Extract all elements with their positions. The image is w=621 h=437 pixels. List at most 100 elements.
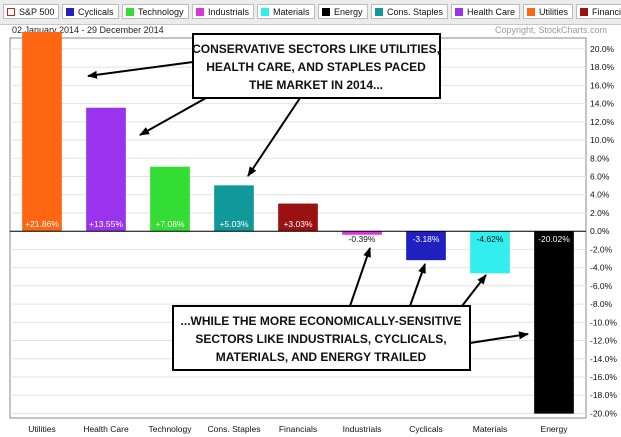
arrow-industrials — [349, 247, 371, 307]
y-tick-label: 4.0% — [590, 190, 610, 200]
legend-swatch — [7, 8, 15, 16]
top-callout-box — [192, 33, 441, 99]
arrow-utilities — [87, 61, 194, 79]
y-tick-label: -10.0% — [590, 317, 617, 327]
legend-item-sandp-500[interactable]: S&P 500 — [3, 4, 60, 19]
copyright-notice: Copyright, StockCharts.com — [494, 25, 607, 35]
x-tick-label-materials: Materials — [473, 424, 507, 434]
bottom-callout-line-1: ...WHILE THE MORE ECONOMICALLY-SENSITIVE — [181, 314, 462, 328]
top-callout-line-3: THE MARKET IN 2014... — [249, 78, 383, 92]
arrow-materials — [461, 274, 487, 307]
legend-item-cons-staples[interactable]: Cons. Staples — [371, 4, 449, 19]
y-axis-ticks: 20.0% 18.0% 16.0% 14.0% 12.0% 10.0% 8.0% 6.0% 4.… — [590, 44, 617, 419]
arrow-health-care — [139, 97, 207, 136]
arrow-energy — [469, 331, 529, 344]
bar-technology — [150, 166, 190, 232]
legend-item-utilities[interactable]: Utilities — [523, 4, 574, 19]
legend-item-financials[interactable]: Financials — [576, 4, 621, 19]
x-tick-label-health-care: Health Care — [83, 424, 129, 434]
bottom-callout-line-2: SECTORS LIKE INDUSTRIALS, CYCLICALS, — [195, 332, 446, 346]
legend-item-technology[interactable]: Technology — [122, 4, 189, 19]
value-label-energy: -20.02% — [538, 234, 570, 244]
legend-item-cyclicals[interactable]: Cyclicals — [62, 4, 119, 19]
bar-financials — [278, 203, 318, 232]
y-tick-label: -4.0% — [590, 263, 613, 273]
x-tick-label-energy: Energy — [541, 424, 569, 434]
top-callout-line-1: CONSERVATIVE SECTORS LIKE UTILITIES, — [192, 42, 440, 56]
arrow-cyclicals — [409, 263, 426, 307]
y-tick-label: 12.0% — [590, 117, 615, 127]
date-range: 02 January 2014 - 29 December 2014 — [12, 25, 164, 35]
x-tick-label-utilities: Utilities — [28, 424, 55, 434]
annotations: CONSERVATIVE SECTORS LIKE UTILITIES, HEA… — [87, 33, 529, 371]
bottom-callout-box — [172, 305, 471, 371]
legend-item-energy[interactable]: Energy — [318, 4, 368, 19]
value-label-utilities: +21.86% — [25, 219, 59, 229]
value-label-health-care: +13.55% — [89, 219, 123, 229]
legend-label: Technology — [138, 7, 184, 17]
legend-swatch — [580, 8, 588, 16]
legend-swatch — [261, 8, 269, 16]
x-tick-label-financials: Financials — [279, 424, 317, 434]
bar-materials — [470, 231, 510, 274]
y-tick-label: -14.0% — [590, 354, 617, 364]
legend-label: Materials — [273, 7, 310, 17]
legend-swatch — [322, 8, 330, 16]
legend-label: Industrials — [208, 7, 250, 17]
bars: +21.86% +13.55% +7.08% +5.03% +3.03% -0.39% -3… — [22, 31, 574, 414]
bottom-callout-line-3: MATERIALS, AND ENERGY TRAILED — [216, 350, 427, 364]
arrow-cons-staples — [247, 97, 301, 177]
y-tick-label: 16.0% — [590, 80, 615, 90]
legend-label: Health Care — [467, 7, 516, 17]
bar-industrials — [342, 231, 382, 235]
value-label-industrials: -0.39% — [349, 234, 376, 244]
y-tick-label: -16.0% — [590, 372, 617, 382]
value-label-cons-staples: +5.03% — [219, 219, 249, 229]
y-tick-label: 20.0% — [590, 44, 615, 54]
top-callout-line-2: HEALTH CARE, AND STAPLES PACED — [206, 60, 426, 74]
y-tick-label: -12.0% — [590, 336, 617, 346]
legend-label: Cyclicals — [78, 7, 114, 17]
legend-label: Energy — [334, 7, 363, 17]
y-tick-label: -20.0% — [590, 408, 617, 418]
x-axis-ticks: Utilities Health Care Technology Cons. Stap… — [28, 424, 568, 434]
legend-label: Financials — [592, 7, 621, 17]
legend-swatch — [196, 8, 204, 16]
legend-swatch — [66, 8, 74, 16]
y-tick-label: 2.0% — [590, 208, 610, 218]
legend-swatch — [126, 8, 134, 16]
value-label-materials: -4.62% — [477, 234, 504, 244]
legend-label: Cons. Staples — [387, 7, 444, 17]
legend-item-health-care[interactable]: Health Care — [451, 4, 521, 19]
legend-bar: S&P 500 Cyclicals Technology Industrials Mat… — [0, 0, 621, 25]
y-tick-label: -18.0% — [590, 390, 617, 400]
value-label-financials: +3.03% — [283, 219, 313, 229]
y-tick-label: 8.0% — [590, 153, 610, 163]
legend-label: Utilities — [539, 7, 569, 17]
value-label-cyclicals: -3.18% — [413, 234, 440, 244]
y-tick-label: 14.0% — [590, 99, 615, 109]
legend-swatch — [455, 8, 463, 16]
legend-label: S&P 500 — [19, 7, 55, 17]
y-tick-label: -8.0% — [590, 299, 613, 309]
legend-item-industrials[interactable]: Industrials — [192, 4, 255, 19]
bar-cons-staples — [214, 185, 254, 232]
y-tick-label: -2.0% — [590, 244, 613, 254]
x-tick-label-technology: Technology — [148, 424, 192, 434]
legend-swatch — [375, 8, 383, 16]
legend-item-materials[interactable]: Materials — [257, 4, 315, 19]
value-label-technology: +7.08% — [155, 219, 185, 229]
y-tick-label: 10.0% — [590, 135, 615, 145]
x-tick-label-industrials: Industrials — [343, 424, 382, 434]
y-tick-label: 0.0% — [590, 226, 610, 236]
legend-swatch — [527, 8, 535, 16]
y-tick-label: 6.0% — [590, 172, 610, 182]
y-tick-label: 18.0% — [590, 62, 615, 72]
bar-cyclicals — [406, 231, 446, 261]
bar-health-care — [86, 107, 126, 232]
x-tick-label-cyclicals: Cyclicals — [409, 424, 443, 434]
bar-energy — [534, 231, 574, 414]
bar-utilities — [22, 31, 62, 232]
x-tick-label-cons-staples: Cons. Staples — [208, 424, 261, 434]
